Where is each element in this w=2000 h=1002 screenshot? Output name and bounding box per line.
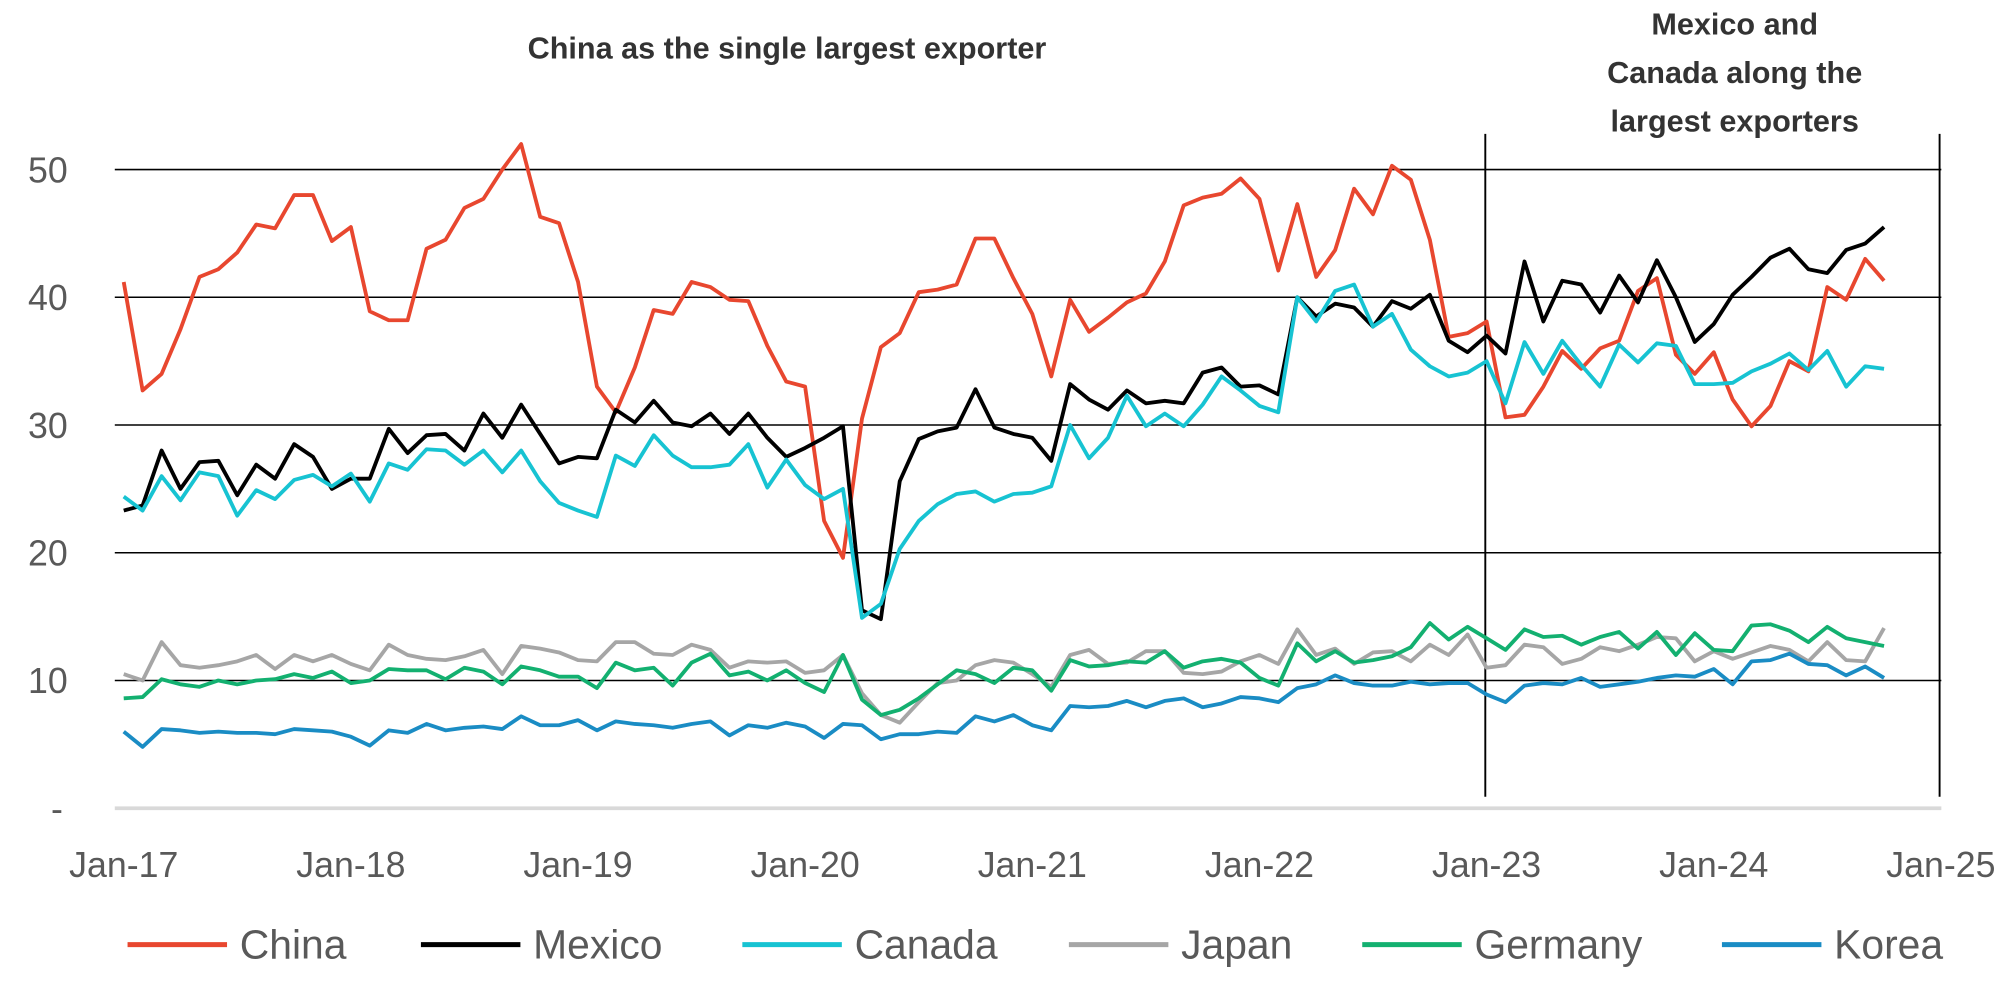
x-tick-label: Jan-22 bbox=[1205, 845, 1314, 885]
annotation-text: China as the single largest exporter bbox=[528, 32, 1047, 66]
x-tick-label: Jan-19 bbox=[523, 845, 632, 885]
series-line-canada bbox=[122, 282, 1885, 620]
series-line-china bbox=[121, 142, 1886, 560]
series-line-korea bbox=[122, 651, 1886, 749]
legend-label-japan: Japan bbox=[1181, 922, 1292, 968]
series-line-japan bbox=[123, 627, 1886, 725]
gridlines bbox=[114, 168, 1942, 811]
annotations: China as the single largest exporter Mexi… bbox=[528, 7, 1863, 138]
legend-label-china: China bbox=[240, 922, 347, 968]
x-tick-label: Jan-25 bbox=[1886, 845, 1995, 885]
series-lines bbox=[121, 142, 1886, 749]
x-tick-label: Jan-23 bbox=[1432, 845, 1541, 885]
y-tick-label: 10 bbox=[28, 661, 68, 701]
x-tick-label: Jan-17 bbox=[69, 845, 178, 885]
x-tick-label: Jan-20 bbox=[751, 845, 860, 885]
y-tick-label: 20 bbox=[28, 534, 68, 574]
x-tick-label: Jan-21 bbox=[978, 845, 1087, 885]
legend: China Mexico Canada Japan Germany Korea bbox=[127, 922, 1943, 968]
series-line-mexico bbox=[123, 225, 1886, 622]
legend-label-mexico: Mexico bbox=[533, 922, 662, 968]
legend-label-korea: Korea bbox=[1834, 922, 1943, 968]
y-tick-label: 50 bbox=[28, 150, 68, 190]
annotation-text: Mexico and bbox=[1651, 7, 1818, 41]
legend-label-canada: Canada bbox=[855, 922, 998, 968]
y-tick-label: 40 bbox=[28, 278, 68, 318]
legend-label-germany: Germany bbox=[1474, 922, 1642, 968]
x-tick-label: Jan-18 bbox=[296, 845, 405, 885]
x-axis-ticks: Jan-17 Jan-18 Jan-19 Jan-20 Jan-21 Jan-22 Jan-… bbox=[69, 845, 1995, 885]
annotation-text: largest exporters bbox=[1611, 104, 1859, 138]
annotation-text: Canada along the bbox=[1607, 56, 1862, 90]
x-tick-label: Jan-24 bbox=[1659, 845, 1768, 885]
y-axis-ticks: - 10 20 30 40 50 bbox=[28, 150, 68, 829]
y-tick-label: - bbox=[51, 789, 63, 829]
y-tick-label: 30 bbox=[28, 406, 68, 446]
vertical-markers bbox=[1484, 133, 1941, 797]
series-line-germany bbox=[123, 621, 1885, 717]
